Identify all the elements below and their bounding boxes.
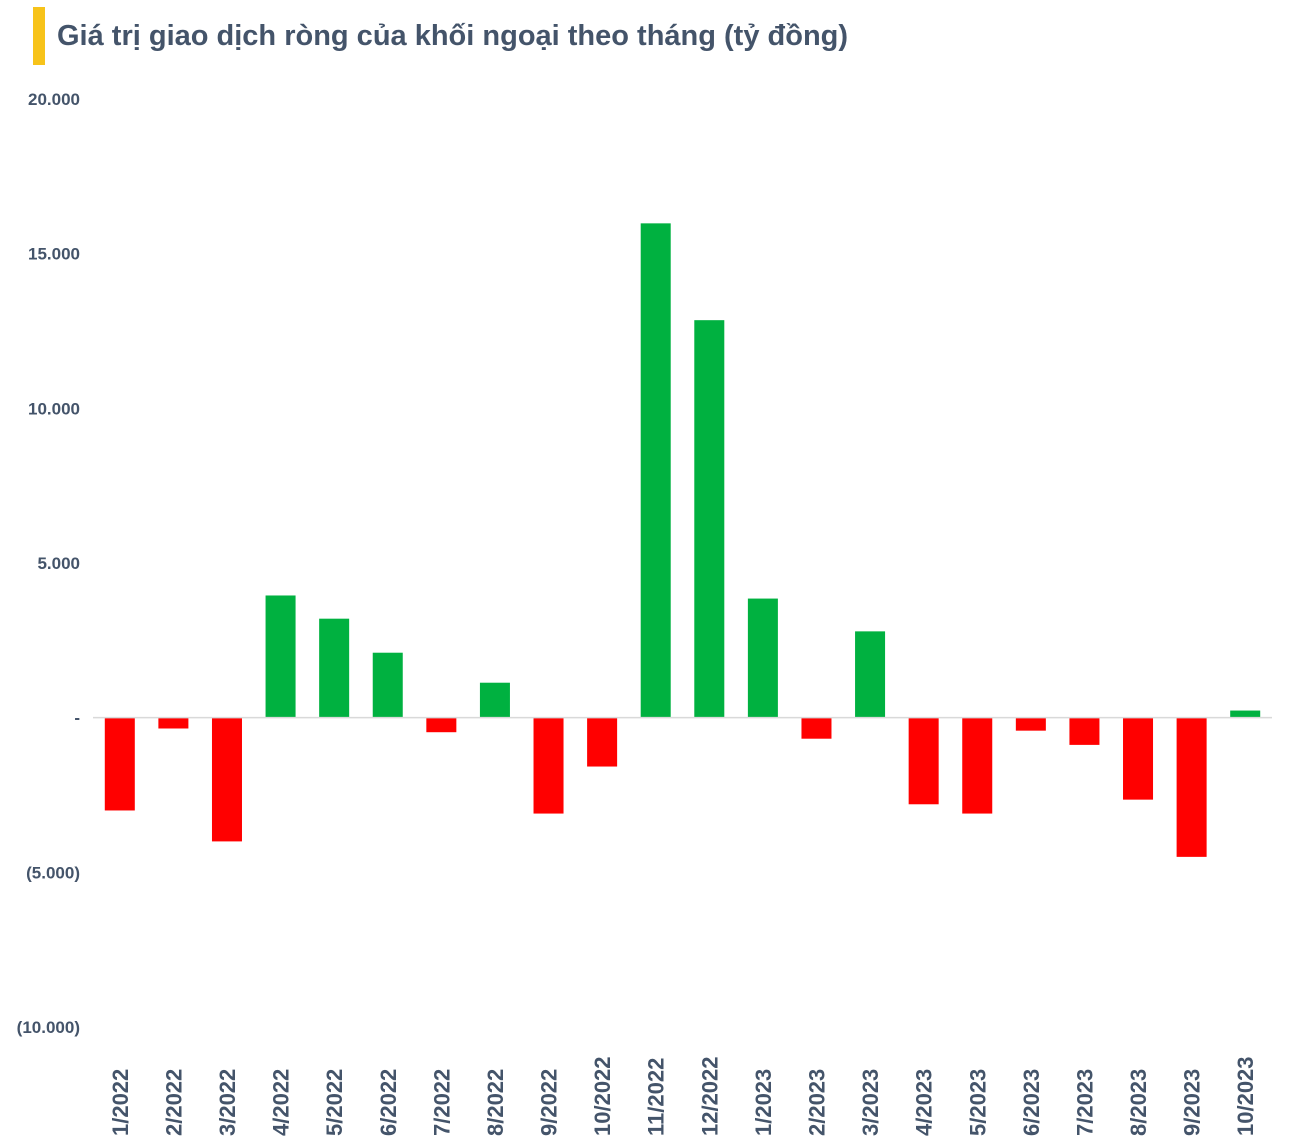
- x-tick-label: 7/2023: [1072, 1069, 1097, 1136]
- x-tick-label: 2/2023: [804, 1069, 829, 1136]
- y-tick-label: 15.000: [28, 245, 80, 264]
- bar-7-2022: [426, 717, 457, 733]
- y-tick-label: (5.000): [26, 863, 80, 882]
- x-tick-label: 10/2022: [590, 1056, 615, 1136]
- x-tick-label: 7/2022: [429, 1069, 454, 1136]
- bar-12-2022: [694, 320, 725, 718]
- x-tick-label: 5/2022: [322, 1069, 347, 1136]
- bar-1-2022: [104, 717, 135, 811]
- y-tick-label: 10.000: [28, 399, 80, 418]
- bar-7-2023: [1069, 717, 1100, 745]
- bar-2-2022: [158, 717, 189, 729]
- bar-3-2023: [855, 631, 886, 718]
- y-axis: 20.000 15.000 10.000 5.000 - (5.000) (10.000): [17, 90, 80, 1037]
- bar-6-2022: [372, 652, 403, 718]
- bar-4-2022: [265, 595, 296, 718]
- x-tick-label: 5/2023: [965, 1069, 990, 1136]
- bar-5-2022: [319, 618, 350, 718]
- x-tick-label: 2/2022: [161, 1069, 186, 1136]
- x-tick-label: 12/2022: [697, 1056, 722, 1136]
- x-tick-label: 3/2022: [215, 1069, 240, 1136]
- bar-5-2023: [962, 717, 993, 814]
- y-tick-label: -: [74, 709, 80, 728]
- chart-header: Giá trị giao dịch ròng của khối ngoại th…: [33, 6, 848, 66]
- x-axis: 1/2022 2/2022 3/2022 4/2022 5/2022 6/2022 7/20…: [108, 1056, 1258, 1136]
- y-tick-label: 5.000: [37, 554, 80, 573]
- x-tick-label: 4/2022: [269, 1069, 294, 1136]
- x-tick-label: 8/2022: [483, 1069, 508, 1136]
- x-tick-label: 9/2022: [537, 1069, 562, 1136]
- chart-title: Giá trị giao dịch ròng của khối ngoại th…: [57, 19, 849, 52]
- bar-1-2023: [747, 598, 778, 718]
- x-tick-label: 6/2022: [376, 1069, 401, 1136]
- bars: [104, 223, 1261, 857]
- x-tick-label: 4/2023: [912, 1069, 937, 1136]
- bar-10-2022: [587, 717, 618, 767]
- bar-6-2023: [1015, 717, 1046, 731]
- bar-4-2023: [908, 717, 939, 805]
- x-tick-label: 8/2023: [1126, 1069, 1151, 1136]
- title-accent-bar: [33, 7, 45, 65]
- bar-9-2022: [533, 717, 564, 814]
- x-tick-label: 1/2022: [108, 1069, 133, 1136]
- y-tick-label: (10.000): [17, 1018, 80, 1037]
- bar-9-2023: [1176, 717, 1207, 857]
- x-tick-label: 6/2023: [1019, 1069, 1044, 1136]
- bar-8-2022: [479, 682, 510, 718]
- x-tick-label: 3/2023: [858, 1069, 883, 1136]
- bar-11-2022: [640, 223, 671, 718]
- bar-8-2023: [1123, 717, 1154, 800]
- y-tick-label: 20.000: [28, 90, 80, 109]
- bar-3-2022: [211, 717, 242, 842]
- x-tick-label: 11/2022: [644, 1058, 669, 1136]
- x-tick-label: 10/2023: [1233, 1056, 1258, 1136]
- x-tick-label: 9/2023: [1180, 1069, 1205, 1136]
- bar-2-2023: [801, 717, 832, 739]
- x-tick-label: 1/2023: [751, 1069, 776, 1136]
- bar-10-2023: [1230, 710, 1261, 718]
